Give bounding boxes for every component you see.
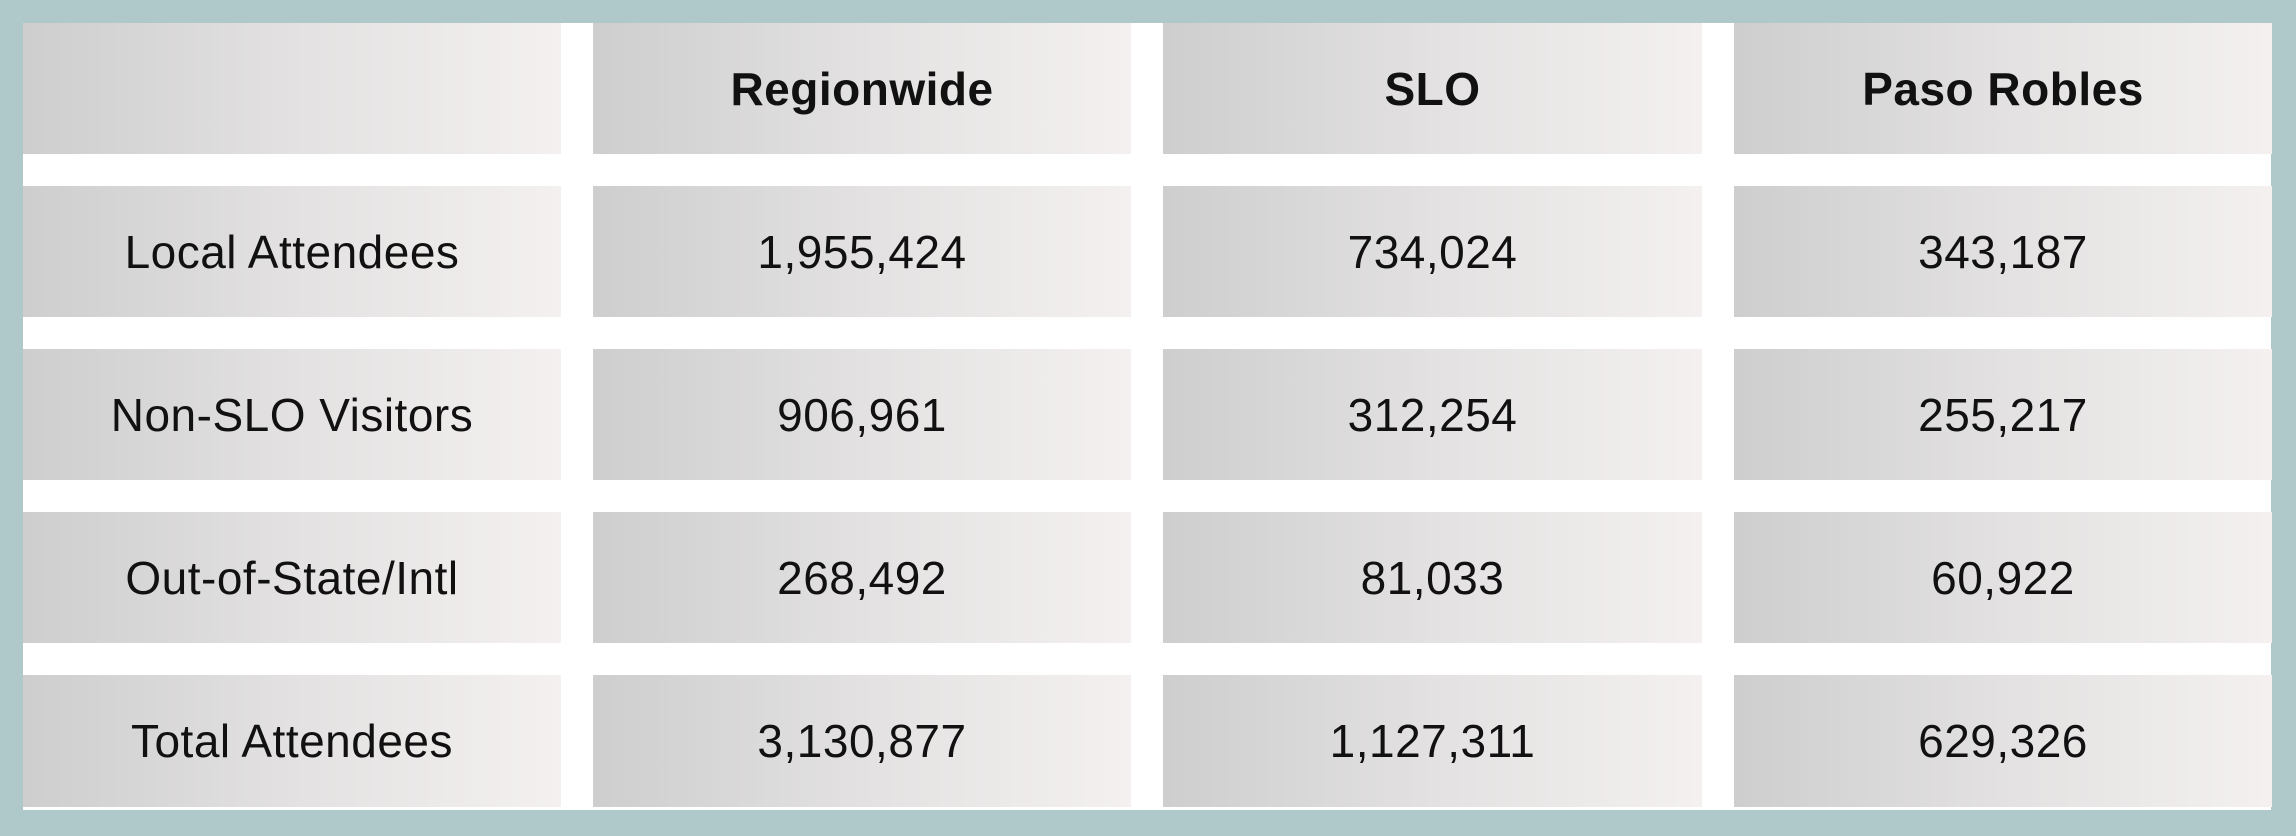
header-regionwide: Regionwide xyxy=(593,23,1131,154)
table-cell: 906,961 xyxy=(593,349,1131,480)
table-cell: 312,254 xyxy=(1163,349,1702,480)
table-cell: 1,955,424 xyxy=(593,186,1131,317)
header-corner-cell xyxy=(23,23,561,154)
table-cell: 629,326 xyxy=(1734,675,2272,807)
header-paso-robles: Paso Robles xyxy=(1734,23,2272,154)
attendance-table: Regionwide SLO Paso Robles Local Attende… xyxy=(23,23,2272,810)
table-cell: 1,127,311 xyxy=(1163,675,1702,807)
table-cell: 255,217 xyxy=(1734,349,2272,480)
row-label: Local Attendees xyxy=(23,186,561,317)
table-cell: 81,033 xyxy=(1163,512,1702,643)
row-label: Total Attendees xyxy=(23,675,561,807)
table-cell: 734,024 xyxy=(1163,186,1702,317)
row-label: Non-SLO Visitors xyxy=(23,349,561,480)
table-cell: 3,130,877 xyxy=(593,675,1131,807)
table-cell: 343,187 xyxy=(1734,186,2272,317)
table-cell: 60,922 xyxy=(1734,512,2272,643)
row-label: Out-of-State/Intl xyxy=(23,512,561,643)
header-slo: SLO xyxy=(1163,23,1702,154)
table-cell: 268,492 xyxy=(593,512,1131,643)
